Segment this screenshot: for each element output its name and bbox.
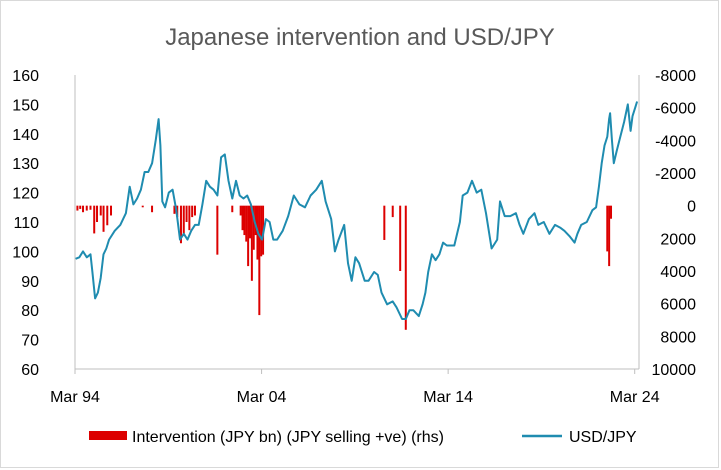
plot-area: 160 150 140 130 120 110 100 90 80 70 60 -8000 -6000 -… bbox=[12, 68, 696, 406]
intervention-bar bbox=[141, 205, 144, 208]
intervention-bar bbox=[241, 205, 244, 231]
x-tick-label: Mar 14 bbox=[423, 389, 473, 406]
intervention-bar bbox=[252, 205, 255, 250]
legend: Intervention (JPY bn) (JPY selling +ve) … bbox=[89, 429, 637, 446]
intervention-bar bbox=[85, 205, 88, 211]
intervention-bar bbox=[250, 205, 253, 281]
y-left-tick-label: 140 bbox=[12, 127, 39, 144]
intervention-bar bbox=[102, 205, 105, 232]
intervention-bar bbox=[188, 205, 191, 231]
y-left-tick-label: 150 bbox=[12, 97, 39, 114]
y-right-tick-label: 2000 bbox=[660, 231, 696, 248]
legend-label-usdjpy: USD/JPY bbox=[569, 429, 637, 446]
intervention-bar bbox=[89, 205, 92, 210]
legend-label-intervention: Intervention (JPY bn) (JPY selling +ve) … bbox=[132, 429, 444, 446]
intervention-bar bbox=[193, 205, 196, 216]
intervention-bar bbox=[231, 205, 234, 213]
intervention-bar bbox=[239, 205, 242, 216]
intervention-bar bbox=[79, 205, 82, 209]
y-right-tick-label: 6000 bbox=[660, 297, 696, 314]
y-right-tick-label: 4000 bbox=[660, 264, 696, 281]
intervention-bar bbox=[608, 205, 611, 267]
y-right-tick-label: -8000 bbox=[655, 68, 696, 85]
intervention-bar bbox=[110, 205, 113, 216]
y-left-tick-label: 60 bbox=[21, 362, 39, 379]
intervention-bar bbox=[191, 205, 194, 218]
intervention-bar bbox=[151, 205, 154, 213]
intervention-bar bbox=[391, 205, 394, 218]
intervention-bar bbox=[254, 205, 257, 236]
y-left-tick-label: 120 bbox=[12, 186, 39, 203]
y-left-tick-label: 80 bbox=[21, 303, 39, 320]
intervention-bar bbox=[182, 205, 185, 236]
x-tick-label: Mar 04 bbox=[237, 389, 287, 406]
y-right-tick-label: 0 bbox=[687, 199, 696, 216]
intervention-bar bbox=[249, 205, 252, 239]
intervention-bar bbox=[93, 205, 96, 234]
usdjpy-line bbox=[75, 101, 639, 320]
intervention-bar bbox=[216, 205, 219, 255]
y-right-tick-label: -2000 bbox=[655, 166, 696, 183]
intervention-bar bbox=[383, 205, 386, 240]
intervention-bar bbox=[404, 205, 407, 330]
x-tick-label: Mar 94 bbox=[50, 389, 100, 406]
intervention-bar bbox=[99, 205, 102, 216]
intervention-bar bbox=[247, 205, 250, 267]
intervention-bar bbox=[96, 205, 99, 222]
x-tick-label: Mar 24 bbox=[610, 389, 660, 406]
y-left-tick-label: 70 bbox=[21, 333, 39, 350]
y-right-tick-label: -6000 bbox=[655, 101, 696, 118]
intervention-bar bbox=[106, 205, 109, 226]
y-left-tick-label: 110 bbox=[13, 215, 39, 232]
intervention-bar bbox=[243, 205, 246, 236]
intervention-bar bbox=[173, 205, 176, 214]
intervention-bar bbox=[610, 205, 613, 219]
y-right-tick-label: -4000 bbox=[655, 133, 696, 150]
intervention-bar bbox=[606, 205, 609, 252]
y-right-tick-label: 8000 bbox=[660, 329, 696, 346]
intervention-bar bbox=[245, 205, 248, 242]
y-left-tick-label: 100 bbox=[12, 244, 39, 261]
intervention-bar bbox=[82, 205, 85, 213]
intervention-bar bbox=[260, 205, 263, 257]
intervention-bar bbox=[185, 205, 188, 222]
chart-title: Japanese intervention and USD/JPY bbox=[165, 24, 555, 51]
intervention-bar bbox=[258, 205, 261, 316]
y-left-tick-label: 130 bbox=[12, 156, 39, 173]
y-left-tick-label: 160 bbox=[12, 68, 39, 85]
y-right-tick-label: 10000 bbox=[652, 362, 697, 379]
legend-swatch-intervention bbox=[89, 431, 127, 440]
intervention-bar bbox=[76, 205, 79, 211]
intervention-bar bbox=[399, 205, 402, 271]
y-left-tick-label: 90 bbox=[21, 274, 39, 291]
intervention-bar bbox=[179, 205, 182, 244]
